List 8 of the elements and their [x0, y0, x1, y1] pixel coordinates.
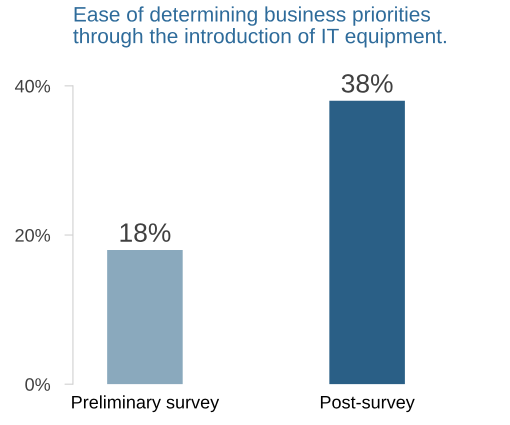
data-label: 18%: [120, 223, 170, 242]
y-tick-label: 20%: [15, 228, 50, 242]
x-tick-label: Post-survey: [320, 396, 415, 412]
chart-title: Ease of determining business priorities through the introduction of IT equipment.: [73, 6, 446, 48]
x-tick-label: Preliminary survey: [72, 395, 220, 412]
y-tick-label: 0%: [25, 378, 50, 391]
data-label: 38%: [342, 74, 393, 93]
y-tick-label: 40%: [14, 80, 50, 93]
